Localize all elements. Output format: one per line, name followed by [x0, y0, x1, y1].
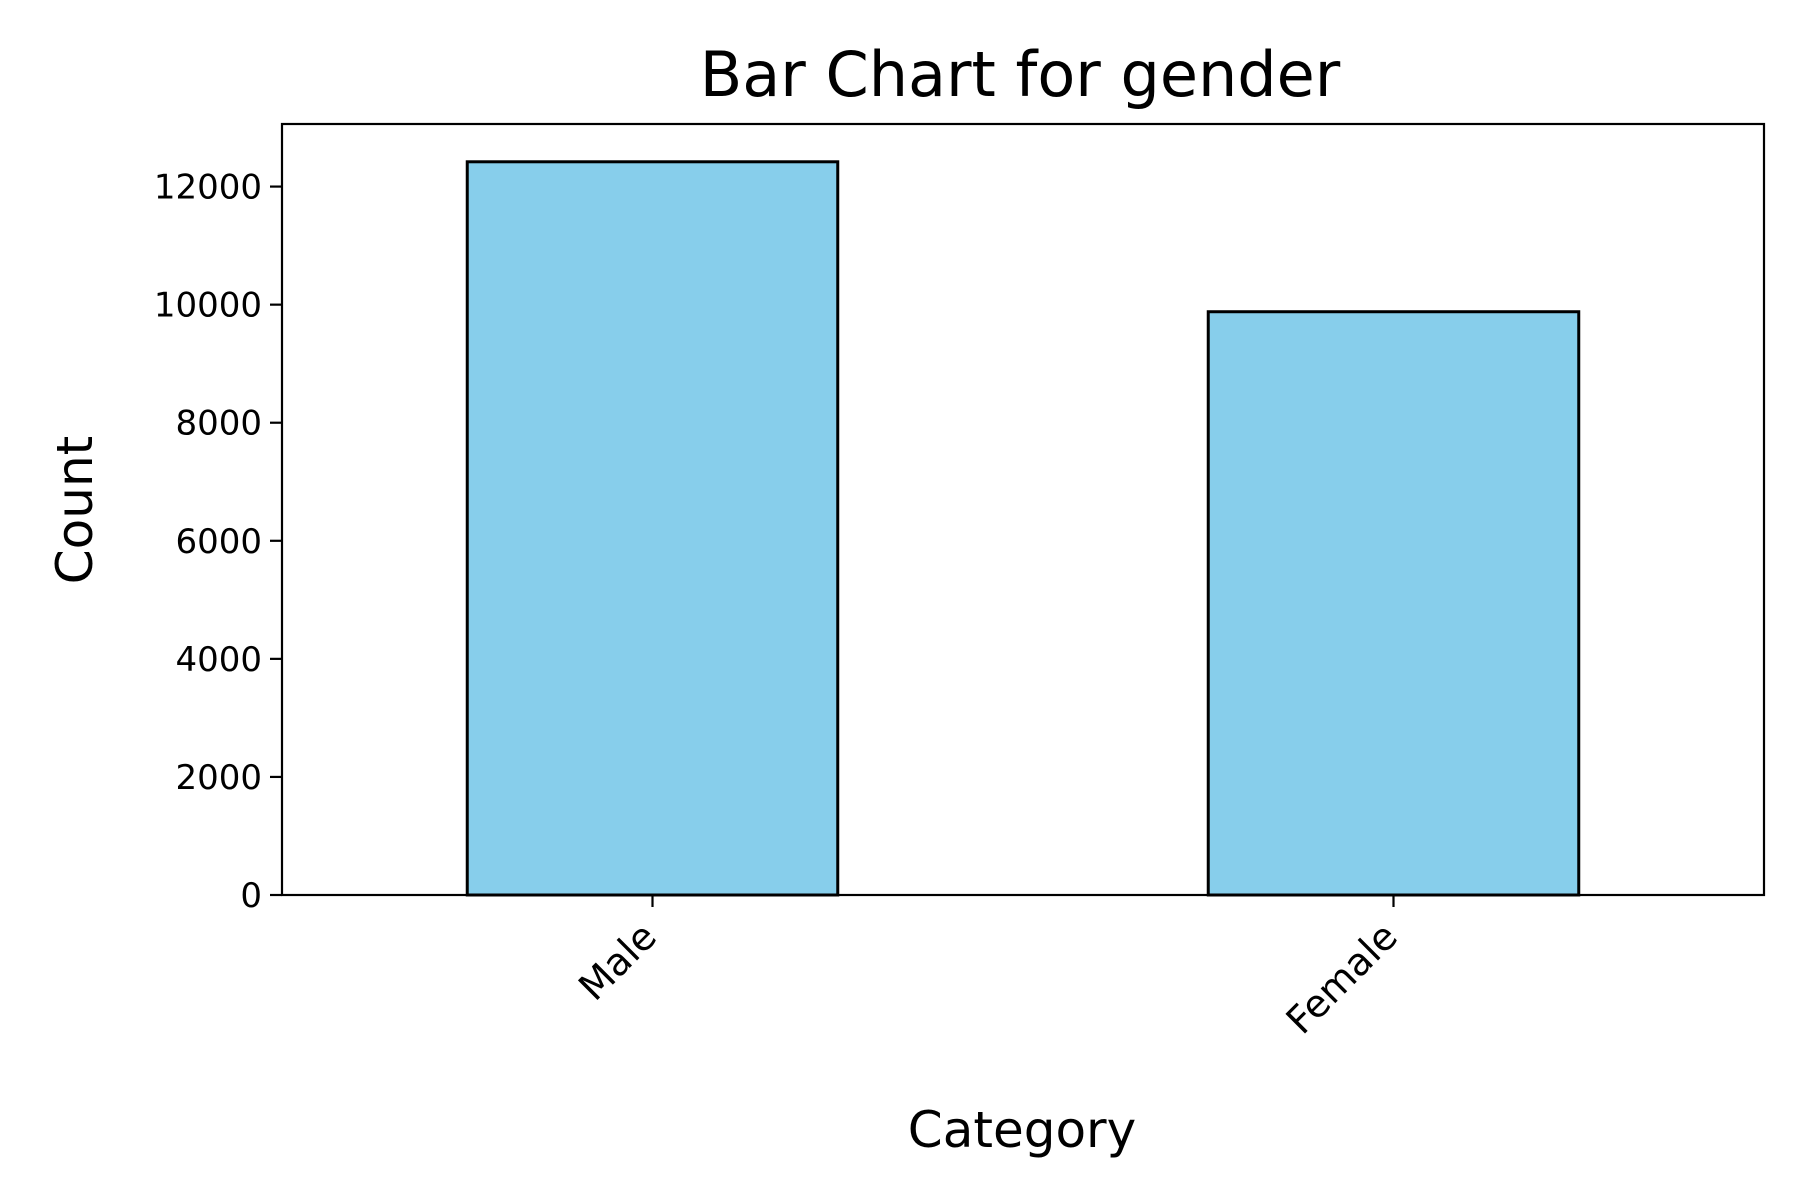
- y-tick-label: 10000: [154, 286, 262, 326]
- x-axis-label: Category: [908, 1101, 1136, 1159]
- bar-male: [465, 160, 840, 897]
- y-axis-label: Count: [46, 436, 104, 585]
- x-tick-label-female: Female: [1278, 914, 1406, 1042]
- y-tick-label: 0: [240, 876, 262, 916]
- y-tick-label: 6000: [175, 522, 262, 562]
- y-tick-label: 2000: [175, 758, 262, 798]
- x-tick-label-male: Male: [570, 914, 665, 1009]
- y-tick-label: 8000: [175, 404, 262, 444]
- y-tick-label: 12000: [154, 168, 262, 208]
- y-tick-label: 4000: [175, 640, 262, 680]
- bar-female: [1206, 310, 1581, 897]
- plot-area: 0 2000 4000 6000 8000 10000 12000 Male Female: [154, 160, 1581, 1043]
- chart-title: Bar Chart for gender: [700, 38, 1341, 111]
- axes-frame: [280, 122, 1766, 897]
